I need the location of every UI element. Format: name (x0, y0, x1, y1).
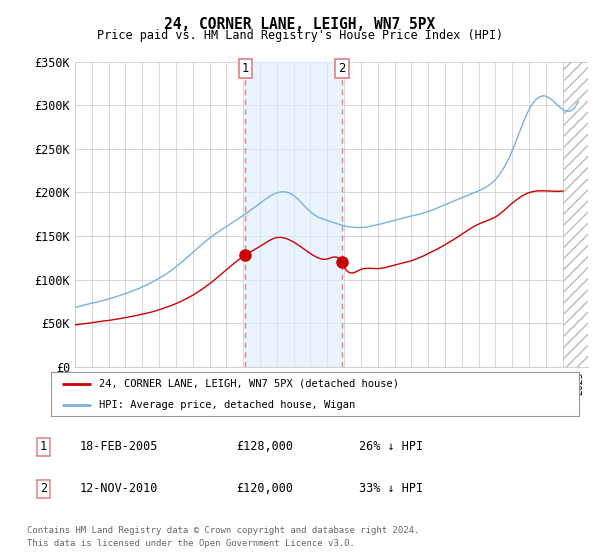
Text: 24, CORNER LANE, LEIGH, WN7 5PX (detached house): 24, CORNER LANE, LEIGH, WN7 5PX (detache… (98, 379, 398, 389)
Text: £128,000: £128,000 (236, 440, 293, 453)
Text: This data is licensed under the Open Government Licence v3.0.: This data is licensed under the Open Gov… (27, 539, 355, 548)
Text: £120,000: £120,000 (236, 482, 293, 496)
Text: 18-FEB-2005: 18-FEB-2005 (80, 440, 158, 453)
Text: 33% ↓ HPI: 33% ↓ HPI (359, 482, 423, 496)
Text: 24, CORNER LANE, LEIGH, WN7 5PX: 24, CORNER LANE, LEIGH, WN7 5PX (164, 17, 436, 32)
Text: Price paid vs. HM Land Registry's House Price Index (HPI): Price paid vs. HM Land Registry's House … (97, 29, 503, 42)
Text: 12-NOV-2010: 12-NOV-2010 (80, 482, 158, 496)
Text: 1: 1 (40, 440, 47, 453)
Text: 26% ↓ HPI: 26% ↓ HPI (359, 440, 423, 453)
Bar (245, 62, 342, 367)
Text: 2: 2 (338, 62, 346, 74)
Bar (563, 62, 588, 367)
Text: HPI: Average price, detached house, Wigan: HPI: Average price, detached house, Wiga… (98, 400, 355, 409)
Text: 2: 2 (40, 482, 47, 496)
Text: Contains HM Land Registry data © Crown copyright and database right 2024.: Contains HM Land Registry data © Crown c… (27, 526, 419, 535)
Text: 1: 1 (241, 62, 249, 74)
Bar (563, 62, 588, 367)
